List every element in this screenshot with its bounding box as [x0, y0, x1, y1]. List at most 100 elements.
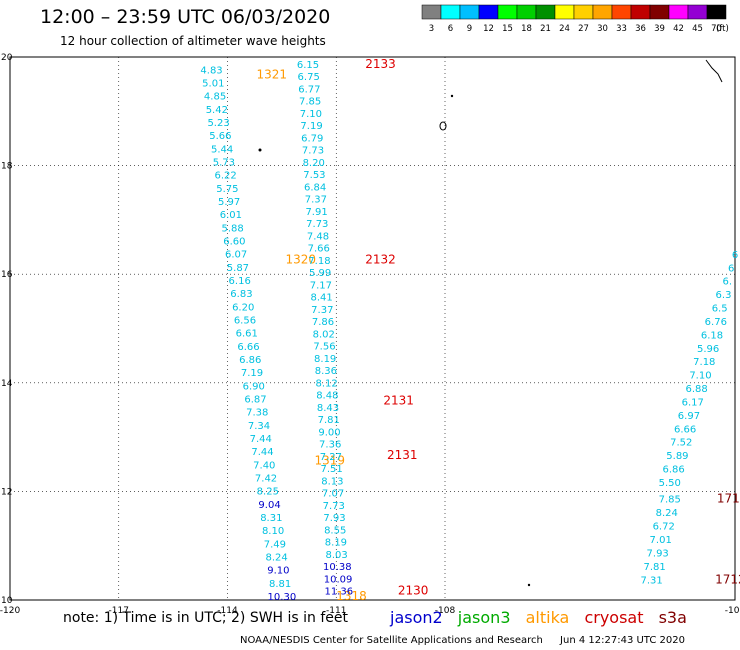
swh-value: 6.72 — [653, 521, 675, 532]
swh-value: 7.01 — [650, 535, 672, 546]
swh-value: 6. — [723, 277, 733, 288]
map-title: 12:00 – 23:59 UTC 06/03/2020 — [40, 6, 331, 28]
footer-timestamp: Jun 4 12:27:43 UTC 2020 — [560, 635, 685, 646]
colorbar-label: 39 — [654, 24, 665, 34]
swh-value: 7.81 — [318, 415, 340, 426]
x-tick-label: -114 — [217, 606, 238, 616]
colorbar-label: 18 — [521, 24, 532, 34]
legend-cryosat: cryosat — [584, 608, 644, 627]
y-tick-label: 18 — [1, 162, 13, 172]
y-tick-label: 20 — [1, 53, 13, 63]
swh-value: 5.50 — [659, 478, 681, 489]
swh-value: 7.27 — [320, 452, 342, 463]
swh-value: 5.23 — [207, 118, 229, 129]
swh-value: 6.97 — [678, 411, 700, 422]
colorbar-label: 9 — [467, 24, 472, 34]
swh-value: 6.77 — [298, 84, 320, 95]
swh-value: 7.56 — [313, 342, 335, 353]
swh-value: 11.36 — [324, 587, 353, 598]
swh-value: 8.19 — [314, 354, 336, 365]
swh-value: 8.13 — [321, 476, 343, 487]
swh-value: 8.12 — [315, 378, 337, 389]
colorbar-label: 21 — [540, 24, 551, 34]
swh-value: 7.31 — [640, 576, 662, 587]
pass-time-label: 2132 — [365, 252, 396, 266]
swh-value: 7.85 — [299, 97, 321, 108]
swh-value: 4.83 — [200, 65, 222, 76]
swh-value: 7.81 — [644, 562, 666, 573]
swh-value: 8.31 — [260, 513, 282, 524]
pass-time-label: 1320 — [286, 252, 317, 266]
legend-jason3: jason3 — [457, 608, 511, 627]
swh-value: 8.19 — [325, 538, 347, 549]
swh-value: 5.73 — [213, 157, 235, 168]
colorbar-swatch — [592, 4, 613, 20]
footer: NOAA/NESDIS Center for Satellite Applica… — [240, 635, 685, 646]
swh-value: 6.86 — [239, 355, 261, 366]
swh-value: 7.42 — [255, 473, 277, 484]
pass-time-label: 1712 — [715, 573, 740, 587]
swh-value: 5.99 — [309, 268, 331, 279]
swh-value: 7.40 — [253, 460, 275, 471]
colorbar-label: 6 — [448, 24, 453, 34]
swh-value: 8.20 — [303, 158, 325, 169]
colorbar-swatch — [554, 4, 575, 20]
swh-value: 6 — [732, 250, 738, 261]
swh-value: 5.66 — [209, 131, 231, 142]
swh-value: 7.93 — [323, 513, 345, 524]
swh-value: 5.44 — [211, 144, 233, 155]
plot-frame — [9, 56, 736, 601]
swh-value: 7.52 — [670, 438, 692, 449]
swh-value: 7.17 — [310, 280, 332, 291]
swh-value: 7.93 — [647, 549, 669, 560]
x-tick-label: -117 — [109, 606, 129, 616]
swh-value: 10.09 — [324, 574, 353, 585]
swh-value: 7.73 — [323, 501, 345, 512]
swh-value: 8.55 — [324, 525, 346, 536]
colorbar-label: 12 — [483, 24, 494, 34]
colorbar-swatch — [440, 4, 461, 20]
island — [258, 148, 262, 152]
island — [439, 121, 447, 131]
island — [527, 583, 531, 587]
pass-time-label: 2130 — [398, 584, 429, 598]
colorbar-swatch — [516, 4, 537, 20]
swh-value: 5.87 — [227, 263, 249, 274]
swh-value: 6.83 — [230, 289, 252, 300]
swh-value: 6.20 — [232, 302, 254, 313]
swh-value: 6.90 — [243, 381, 265, 392]
colorbar-label: 33 — [616, 24, 627, 34]
swh-value: 7.37 — [311, 305, 333, 316]
swh-value: 8.25 — [257, 487, 279, 498]
colorbar-swatch — [535, 4, 556, 20]
swh-value: 8.03 — [326, 550, 348, 561]
x-tick-label: -100 — [725, 606, 740, 616]
swh-value: 7.66 — [308, 244, 330, 255]
colorbar-label: 36 — [635, 24, 646, 34]
swh-value: 5.88 — [222, 223, 244, 234]
colorbar-label: 45 — [692, 24, 703, 34]
map-subtitle: 12 hour collection of altimeter wave hei… — [60, 34, 326, 48]
colorbar-swatch — [478, 4, 499, 20]
colorbar-label: 15 — [502, 24, 513, 34]
colorbar-swatch — [611, 4, 632, 20]
y-tick-label: 12 — [1, 487, 12, 497]
swh-value: 7.44 — [251, 447, 273, 458]
swh-value: 7.44 — [250, 434, 272, 445]
swh-value: 7.18 — [308, 256, 330, 267]
swh-value: 7.38 — [246, 408, 268, 419]
y-tick-label: 10 — [1, 596, 13, 606]
swh-value: 6.22 — [214, 171, 236, 182]
swh-value: 5.97 — [218, 197, 240, 208]
swh-value: 7.48 — [307, 231, 329, 242]
legend-s3a: s3a — [658, 608, 687, 627]
swh-value: 7.73 — [306, 219, 328, 230]
legend-altika: altika — [525, 608, 570, 627]
swh-value: 6.75 — [298, 72, 320, 83]
colorbar-swatch — [668, 4, 689, 20]
colorbar-swatch — [687, 4, 708, 20]
swh-value: 5.75 — [216, 184, 238, 195]
swh-value: 7.49 — [264, 539, 286, 550]
